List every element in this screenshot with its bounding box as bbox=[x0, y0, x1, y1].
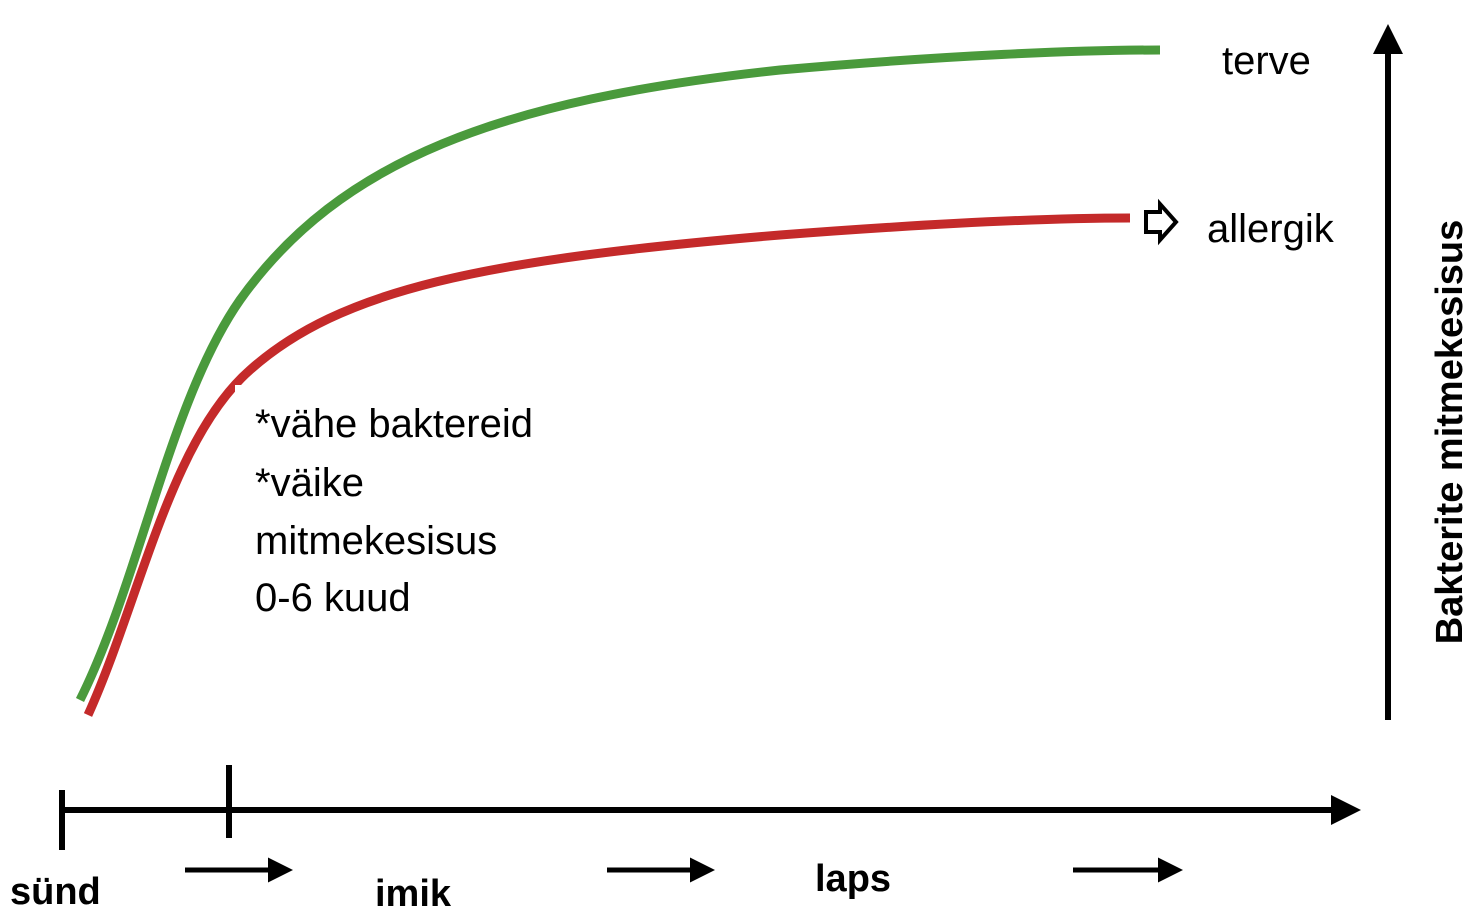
curve-label: terve bbox=[1222, 39, 1311, 83]
stage-label: sünd bbox=[10, 871, 101, 913]
stage-label: laps bbox=[815, 858, 891, 900]
annotation-line: mitmekesisus bbox=[255, 519, 497, 563]
label-arrow bbox=[1144, 198, 1179, 246]
annotation-line: *väike bbox=[255, 461, 364, 505]
stage-label: imik bbox=[375, 873, 452, 913]
annotation-line: 0-6 kuud bbox=[255, 576, 411, 620]
y-axis-label: Bakterite mitmekesisus bbox=[1429, 220, 1471, 645]
curve-allergic bbox=[83, 213, 1131, 717]
curve-label: allergik bbox=[1207, 207, 1335, 251]
annotation-line: *vähe baktereid bbox=[255, 402, 533, 446]
curve-healthy bbox=[75, 45, 1161, 703]
annotation-box bbox=[235, 385, 575, 625]
